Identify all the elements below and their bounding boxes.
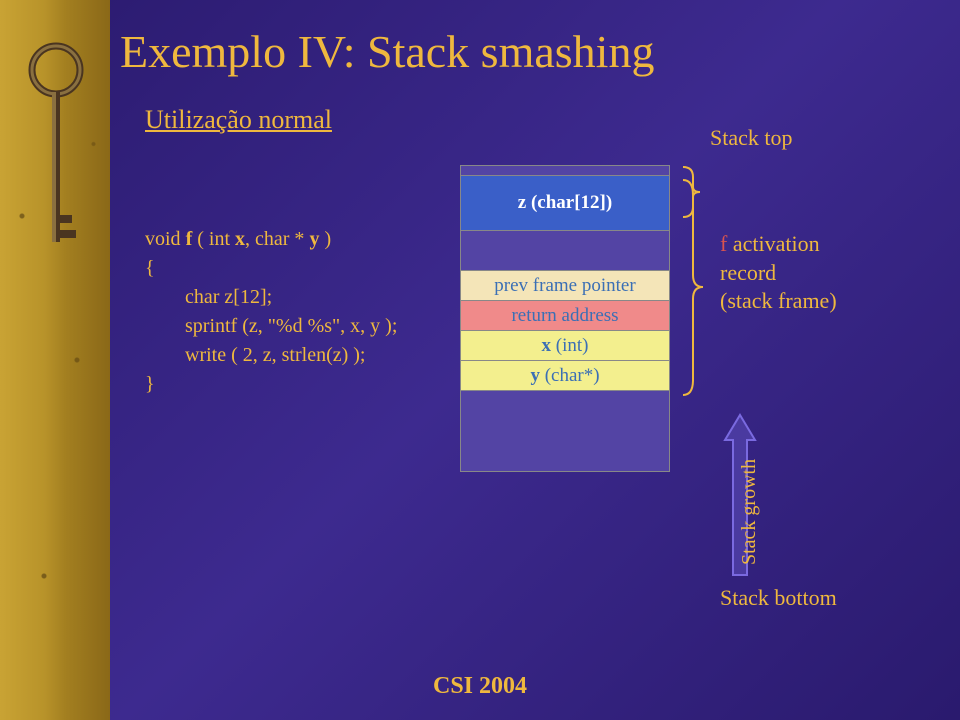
code-brace-close: } bbox=[145, 370, 397, 399]
record-text: record bbox=[720, 259, 837, 288]
subtitle: Utilização normal bbox=[145, 105, 332, 135]
sidebar-texture bbox=[0, 0, 110, 720]
stack-cell-ret: return address bbox=[461, 301, 669, 331]
stack-cell-prev: prev frame pointer bbox=[461, 271, 669, 301]
stack-cell-blank-bottom bbox=[461, 391, 669, 471]
code-line-4: write ( 2, z, strlen(z) ); bbox=[145, 341, 397, 370]
stack-diagram: z (char[12]) prev frame pointer return a… bbox=[460, 165, 670, 472]
activation-text: activation bbox=[727, 231, 819, 256]
footer-text: CSI 2004 bbox=[0, 673, 960, 700]
stack-bottom-label: Stack bottom bbox=[720, 585, 837, 611]
brace-record-icon bbox=[678, 175, 708, 405]
code-param-x: x bbox=[235, 228, 245, 250]
stack-cell-z: z (char[12]) bbox=[461, 176, 669, 231]
stack-cell-y: y (char*) bbox=[461, 361, 669, 391]
stack-z-label: z (char[12]) bbox=[518, 192, 612, 214]
code-line-2: char z[12]; bbox=[145, 283, 397, 312]
code-param-y: y bbox=[309, 228, 319, 250]
stack-growth-label: Stack growth bbox=[738, 459, 761, 565]
key-icon bbox=[28, 40, 84, 300]
stack-cell-gap bbox=[461, 231, 669, 271]
stack-cell-blank bbox=[461, 166, 669, 176]
code-line-3: sprintf (z, "%d %s", x, y ); bbox=[145, 312, 397, 341]
code-text: , char * bbox=[245, 228, 309, 250]
code-line-1: void f ( int x, char * y ) bbox=[145, 225, 397, 254]
stack-frame-text: (stack frame) bbox=[720, 287, 837, 316]
code-text: ) bbox=[319, 228, 331, 250]
code-block: void f ( int x, char * y ) { char z[12];… bbox=[145, 225, 397, 399]
stack-top-label: Stack top bbox=[710, 125, 793, 151]
stack-cell-x: x (int) bbox=[461, 331, 669, 361]
code-brace-open: { bbox=[145, 254, 397, 283]
code-text: void bbox=[145, 228, 186, 250]
code-text: ( int bbox=[192, 228, 235, 250]
activation-record-label: f activation record (stack frame) bbox=[720, 230, 837, 316]
page-title: Exemplo IV: Stack smashing bbox=[120, 25, 654, 78]
